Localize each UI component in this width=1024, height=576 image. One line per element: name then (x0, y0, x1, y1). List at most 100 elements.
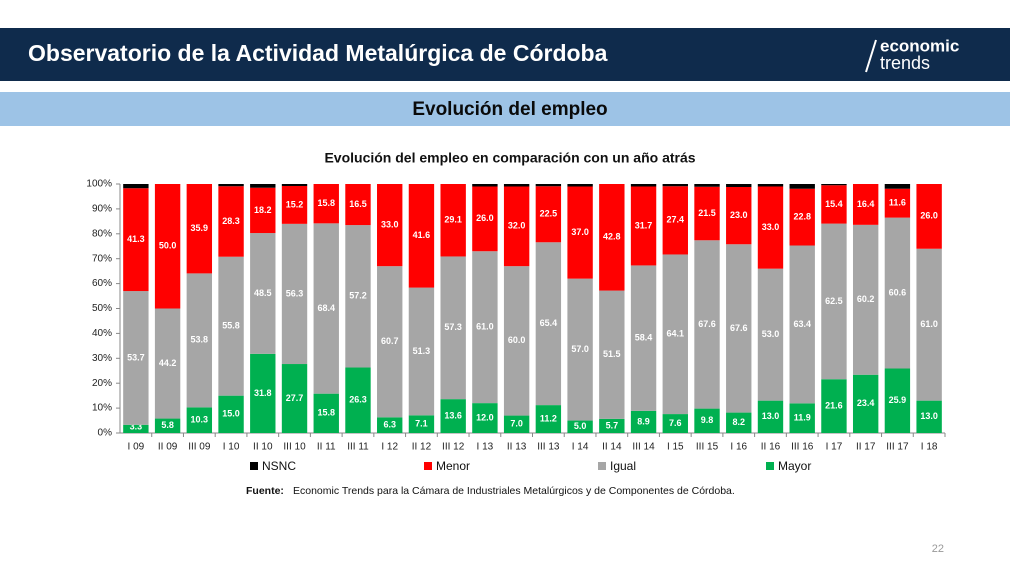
data-label: 21.5 (698, 208, 716, 218)
data-label: 55.8 (222, 321, 240, 331)
bar-segment (916, 184, 942, 249)
data-label: 5.0 (574, 421, 587, 431)
bar-segment (472, 251, 498, 404)
bar-segment (821, 223, 847, 380)
bar-segment (186, 407, 213, 433)
bar-segment (789, 403, 815, 433)
x-tick-label: I 12 (381, 442, 398, 453)
bar-segment (694, 186, 720, 241)
bar-segment (884, 368, 911, 433)
y-tick-label: 100% (86, 179, 112, 190)
bar-segment (694, 240, 720, 409)
bar-segment (123, 184, 149, 189)
bar-segment (567, 278, 593, 421)
x-tick-label: II 12 (412, 442, 432, 453)
data-label: 27.7 (286, 393, 304, 403)
x-tick-label: II 16 (761, 442, 781, 453)
bar-segment (630, 184, 657, 187)
bar-segment (345, 367, 371, 433)
legend-swatch (424, 462, 432, 470)
bar-segment (916, 400, 942, 433)
bar-segment (567, 186, 593, 279)
data-label: 58.4 (635, 333, 653, 343)
bar-segment (218, 256, 244, 396)
chart-title: Evolución del empleo en comparación con … (324, 150, 695, 166)
x-tick-label: II 13 (507, 442, 527, 453)
bar-segment (535, 186, 562, 243)
bar-segment (154, 184, 181, 309)
data-label: 41.6 (413, 230, 431, 240)
bar-segment (535, 405, 562, 433)
x-tick-label: III 13 (537, 442, 560, 453)
bar-segment (408, 184, 435, 288)
data-label: 12.0 (476, 412, 494, 422)
y-tick-label: 50% (92, 303, 112, 314)
bar-segment (440, 256, 466, 400)
data-label: 60.0 (508, 335, 526, 345)
data-label: 10.3 (191, 415, 209, 425)
data-label: 11.9 (794, 413, 811, 423)
bar-segment (313, 393, 339, 433)
data-label: 29.1 (444, 215, 462, 225)
bar-segment (472, 403, 498, 433)
data-label: 11.2 (540, 413, 557, 423)
bar-segment (313, 184, 339, 224)
data-label: 57.0 (571, 344, 589, 354)
data-label: 62.5 (825, 296, 843, 306)
data-label: 68.4 (317, 303, 335, 313)
bar-segment (250, 353, 276, 433)
x-tick-label: I 15 (667, 442, 684, 453)
data-label: 51.3 (413, 346, 431, 356)
page-number: 22 (932, 543, 944, 555)
data-label: 15.8 (317, 198, 335, 208)
bar-segment (345, 184, 371, 226)
bar-segment (377, 266, 403, 418)
x-tick-label: III 14 (632, 442, 655, 453)
data-label: 6.3 (383, 420, 396, 430)
data-label: 27.4 (667, 215, 685, 225)
bar-segment (884, 188, 911, 218)
bar-segment (503, 184, 530, 187)
legend-label: NSNC (262, 459, 296, 473)
data-label: 67.6 (730, 323, 748, 333)
data-label: 33.0 (762, 222, 780, 232)
bar-segment (281, 364, 308, 433)
bar-segment (535, 184, 562, 187)
bar-segment (123, 291, 149, 425)
bar-segment (377, 184, 403, 267)
data-label: 23.0 (730, 210, 748, 220)
bar-segment (503, 415, 530, 433)
bar-segment (757, 400, 784, 433)
x-tick-label: II 14 (602, 442, 622, 453)
legend-swatch (766, 462, 774, 470)
data-label: 18.2 (254, 205, 272, 215)
data-label: 26.0 (920, 211, 938, 221)
data-label: 15.0 (222, 409, 240, 419)
x-tick-label: II 11 (317, 442, 336, 453)
bar-segment (281, 223, 308, 365)
bar-segment (154, 308, 181, 419)
bar-segment (852, 374, 879, 433)
data-label: 57.2 (349, 291, 367, 301)
bar-segment (726, 184, 752, 187)
source-text: Economic Trends para la Cámara de Indust… (293, 485, 735, 497)
data-label: 35.9 (191, 223, 209, 233)
bar-segment (757, 186, 784, 269)
bar-segment (789, 188, 815, 246)
data-label: 37.0 (571, 227, 589, 237)
bar-segment (630, 265, 657, 411)
bar-segment (218, 184, 244, 187)
bar-segment (281, 184, 308, 186)
data-label: 16.4 (857, 199, 875, 209)
data-label: 11.6 (889, 198, 906, 208)
bar-segment (250, 184, 276, 188)
bar-segment (345, 225, 371, 368)
bar-segment (726, 412, 752, 433)
data-label: 48.5 (254, 288, 272, 298)
bar-segment (218, 186, 244, 257)
x-tick-label: I 17 (826, 442, 843, 453)
data-label: 61.0 (920, 319, 938, 329)
x-tick-label: II 09 (158, 442, 178, 453)
bar-segment (472, 184, 498, 187)
data-label: 7.0 (510, 419, 523, 429)
